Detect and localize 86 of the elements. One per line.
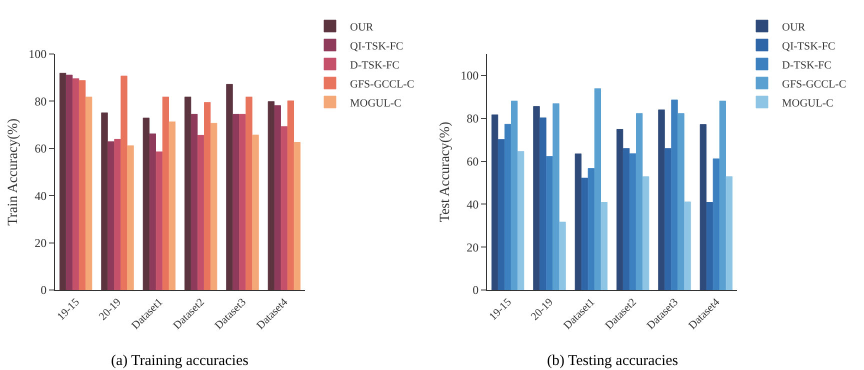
- y-tick-label: 100: [460, 68, 479, 83]
- legend-label: MOGUL-C: [350, 97, 402, 110]
- bar: [72, 78, 80, 290]
- bar: [600, 202, 608, 290]
- bar: [706, 202, 713, 290]
- bar: [518, 151, 524, 290]
- bar: [630, 153, 636, 290]
- bar: [280, 126, 288, 290]
- bar: [498, 139, 505, 290]
- legend-label: D-TSK-FC: [782, 59, 832, 72]
- bar: [588, 168, 594, 290]
- bar: [552, 103, 560, 290]
- bar: [149, 134, 156, 290]
- bar: [168, 121, 176, 290]
- bar: [636, 113, 643, 290]
- bar: [719, 100, 726, 290]
- bar: [101, 112, 108, 290]
- bar: [287, 100, 294, 290]
- y-tick-label: 40: [34, 188, 47, 203]
- y-tick-label: 60: [466, 154, 479, 168]
- bar: [239, 114, 246, 290]
- bar: [574, 154, 582, 290]
- bar: [712, 158, 720, 290]
- bar: [559, 222, 566, 290]
- bar: [294, 142, 300, 290]
- bar: [226, 84, 233, 290]
- bar: [142, 118, 150, 290]
- legend-label: OUR: [782, 21, 806, 34]
- y-tick-label: 20: [34, 236, 47, 250]
- bar: [156, 151, 162, 290]
- legend-label: GFS-GCCL-C: [350, 78, 414, 90]
- text: (b) Testing accuracies: [547, 353, 678, 369]
- bar: [204, 102, 211, 290]
- y-tick-label: 100: [28, 47, 47, 62]
- bar: [623, 148, 630, 290]
- bar: [268, 101, 274, 290]
- y-tick-label: 20: [466, 240, 479, 254]
- y-tick-label: 40: [466, 197, 479, 212]
- bar: [191, 114, 198, 290]
- bar: [108, 141, 114, 290]
- legend-label: MOGUL-C: [782, 97, 834, 110]
- bar: [120, 76, 128, 290]
- bar: [678, 113, 684, 290]
- legend-label: D-TSK-FC: [350, 59, 400, 72]
- bar: [86, 96, 92, 290]
- bar: [540, 117, 546, 290]
- y-tick-label: 80: [34, 94, 47, 108]
- bar: [210, 122, 218, 290]
- legend-label: GFS-GCCL-C: [782, 78, 846, 90]
- bar: [492, 114, 498, 290]
- bar: [127, 145, 134, 290]
- bar: [162, 96, 169, 290]
- y-axis-title: Test Accuracy(%): [438, 121, 453, 222]
- bar: [184, 96, 192, 290]
- bar: [232, 114, 240, 290]
- bar: [546, 156, 553, 290]
- y-tick-label: 0: [472, 283, 479, 298]
- bar: [726, 176, 732, 290]
- bar: [198, 134, 204, 290]
- legend-label: OUR: [350, 21, 374, 34]
- bar: [616, 129, 624, 290]
- bar: [511, 100, 518, 290]
- y-tick-label: 0: [40, 283, 47, 298]
- bar: [533, 106, 540, 290]
- bar: [246, 96, 252, 290]
- y-tick-label: 60: [34, 142, 47, 156]
- y-tick-label: 80: [466, 112, 479, 126]
- bar: [66, 74, 73, 290]
- bar: [594, 88, 601, 290]
- bar: [671, 100, 678, 290]
- bar: [684, 202, 691, 290]
- bar: [642, 176, 650, 290]
- bar: [114, 138, 121, 290]
- bar: [79, 80, 86, 290]
- legend-label: QI-TSK-FC: [782, 40, 836, 52]
- bar: [252, 134, 259, 290]
- bar: [504, 124, 512, 290]
- bar: [658, 110, 665, 290]
- y-axis-title: Train Accuracy(%): [6, 118, 21, 226]
- bar: [60, 72, 66, 290]
- bar: [700, 124, 706, 290]
- bar: [664, 148, 672, 290]
- legend-label: QI-TSK-FC: [350, 40, 404, 52]
- bar: [581, 178, 588, 290]
- bar: [274, 105, 281, 290]
- text: (a) Training accuracies: [111, 353, 249, 369]
